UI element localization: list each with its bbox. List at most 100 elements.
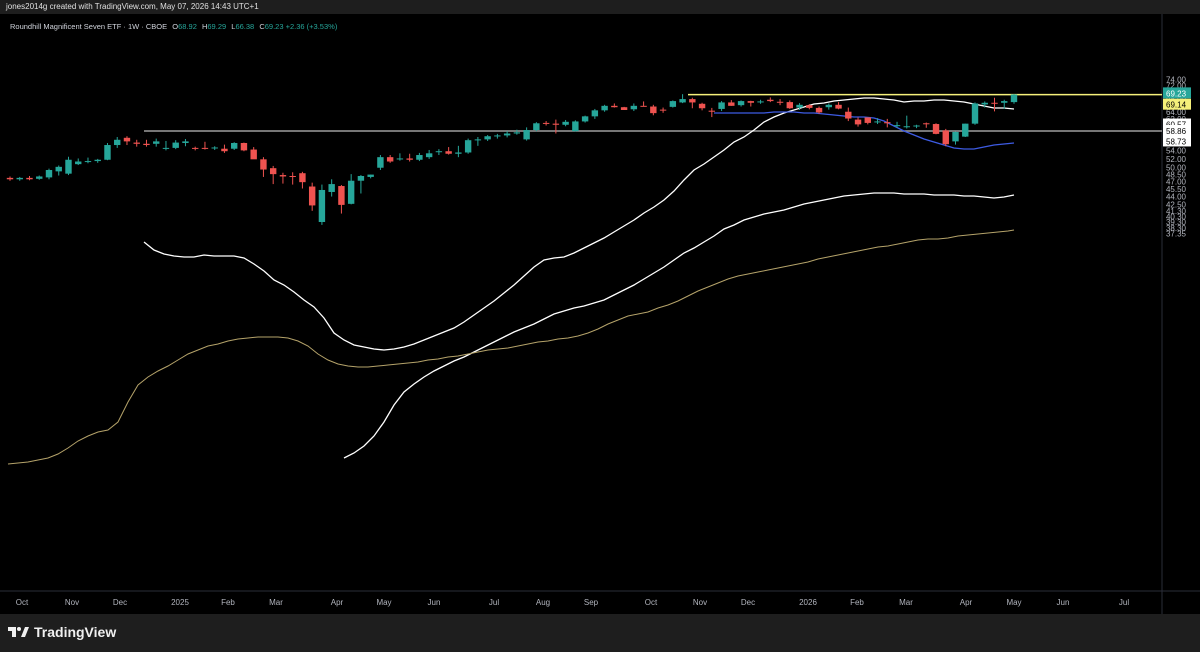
x-tick-label: May [376, 598, 391, 607]
x-tick-label: Oct [645, 598, 658, 607]
candle-body [874, 121, 881, 123]
candle-body [513, 132, 521, 134]
candle-body [523, 130, 530, 140]
candle-body [279, 175, 287, 177]
candle-body [776, 101, 784, 103]
price-label-box [1163, 87, 1191, 99]
x-tick-label: 2026 [799, 598, 817, 607]
tradingview-brand: TradingView [34, 624, 117, 640]
candle-body [806, 105, 813, 108]
price-label-text: 69.14 [1166, 101, 1187, 110]
candle-body [815, 107, 823, 113]
candle-body [445, 151, 452, 154]
low-label: L [231, 22, 236, 31]
y-tick-label: 50.00 [1166, 164, 1187, 173]
candle-body [679, 99, 686, 103]
price-label-box [1163, 124, 1191, 136]
x-tick-label: May [1006, 598, 1021, 607]
price-label-text: 58.73 [1166, 137, 1187, 146]
candle-body [201, 147, 209, 149]
candle-body [289, 175, 296, 177]
candle-body [172, 142, 179, 148]
candle-body [611, 105, 618, 108]
candle-body [669, 101, 677, 107]
candle-body [75, 161, 82, 165]
candle-body [484, 136, 491, 140]
candle-body [269, 168, 277, 175]
candle-body [182, 141, 189, 143]
x-tick-label: Jun [1057, 598, 1070, 607]
candle-body [308, 186, 316, 206]
candle-body [260, 159, 267, 170]
candle-body [864, 117, 871, 123]
candle-body [299, 173, 306, 183]
candle-body [114, 139, 121, 146]
candle-body [318, 189, 326, 223]
y-tick-label: 39.30 [1166, 218, 1187, 227]
high-label: H [201, 22, 208, 31]
candle-body [952, 131, 959, 142]
candle-body [728, 102, 735, 106]
close-label: C [259, 22, 265, 31]
candle-body [94, 159, 101, 162]
candle-body [562, 121, 569, 125]
x-tick-label: Oct [16, 598, 29, 607]
low-value: 66.38 [235, 22, 255, 31]
y-tick-label: 72.00 [1166, 82, 1187, 91]
candle-body [347, 180, 355, 204]
ma-medium-line [343, 192, 1015, 459]
change-value: +2.36 (+3.53%) [285, 22, 338, 31]
candle-body [416, 155, 423, 160]
candle-body [659, 109, 667, 111]
x-tick-label: Mar [269, 598, 283, 607]
ma-slow-line [7, 229, 1015, 465]
candle-body [386, 157, 394, 162]
candle-body [153, 141, 160, 144]
x-tick-label: Jul [489, 598, 499, 607]
candle-body [162, 147, 170, 149]
candle-body [104, 145, 111, 160]
candle-body [708, 110, 716, 112]
candle-body [6, 177, 14, 180]
candle-body [503, 133, 511, 136]
symbol-name: Roundhill Magnificent Seven ETF · 1W · C… [10, 22, 168, 31]
candle-body [406, 158, 413, 160]
price-label-box [1163, 135, 1191, 147]
price-label-text: 58.86 [1166, 127, 1187, 136]
candle-body [221, 148, 228, 152]
tradingview-logo-icon [8, 627, 29, 637]
candle-body [36, 176, 43, 179]
candle-body [962, 123, 969, 137]
candle-body [65, 159, 72, 174]
candle-body [425, 153, 433, 158]
candle-body [757, 101, 764, 103]
price-label-text: 69.23 [1166, 89, 1187, 98]
candle-body [328, 184, 335, 192]
candle-body [1001, 101, 1008, 103]
price-label-box [1163, 98, 1191, 110]
open-label: O [172, 22, 179, 31]
y-tick-label: 37.35 [1166, 229, 1187, 238]
x-tick-label: Feb [221, 598, 235, 607]
price-chart[interactable]: 74.0072.0070.0068.0066.0064.0062.0060.00… [0, 0, 1200, 614]
candle-body [55, 166, 62, 172]
candle-body [240, 142, 248, 151]
x-tick-label: Jun [428, 598, 441, 607]
y-tick-label: 54.00 [1166, 146, 1187, 155]
candle-body [552, 123, 560, 125]
candle-body [84, 161, 92, 163]
candle-body [689, 99, 696, 103]
candle-body [45, 169, 53, 178]
candle-body [367, 174, 374, 177]
x-tick-label: Apr [331, 598, 344, 607]
y-tick-label: 44.00 [1166, 193, 1187, 202]
candle-body [903, 126, 910, 128]
credit-text: jones2014g created with TradingView.com,… [6, 2, 259, 11]
tradingview-logo[interactable]: TradingView [8, 624, 116, 640]
candle-body [377, 157, 384, 168]
y-tick-label: 45.50 [1166, 185, 1187, 194]
candle-body [630, 105, 638, 110]
candle-body [971, 103, 979, 124]
candle-body [737, 101, 745, 106]
y-tick-label: 47.00 [1166, 178, 1187, 187]
